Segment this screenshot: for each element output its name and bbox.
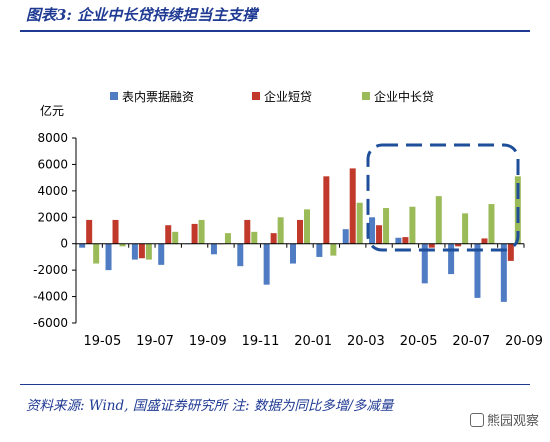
bar-3 [251,231,258,244]
bar-1 [448,243,455,275]
bar-3 [277,217,284,244]
x-tick-label: 20-05 [400,334,438,349]
bar-2 [191,223,198,244]
bar-3 [383,208,390,244]
y-tick-label: -4000 [33,290,68,304]
bar-1 [290,243,296,264]
y-tick-label: 4000 [37,184,68,198]
watermark: 熊园观察 [470,410,539,429]
legend-label: 表内票据融资 [122,90,194,104]
bar-2 [297,219,303,244]
bar-2 [455,243,462,247]
y-axis: 8000 6000 4000 2000 0 -2000 -4000 -6000 [33,131,77,330]
x-tick-label: 20-09 [505,334,543,349]
bar-3 [119,243,126,247]
bar-3 [224,233,231,244]
y-tick-label: 6000 [37,157,68,171]
bar-1 [79,243,86,248]
chart-title: 图表3: 企业中长贷持续担当主支撑 [26,6,258,24]
bar-2 [402,237,409,244]
source-note: 资料来源: Wind, 国盛证券研究所 注: 数据为同比多增/多减量 [26,398,394,414]
bar-2 [428,243,435,248]
bar-1 [421,243,428,284]
bar-1 [500,243,507,302]
bar-3 [304,209,310,244]
bar-2 [270,233,277,244]
bar-1 [105,243,112,271]
bar-2 [165,225,172,244]
wechat-logo-icon [470,413,484,427]
bar-series [79,168,521,302]
bar-2 [323,176,330,244]
bar-2 [481,238,488,244]
legend-label: 企业中长贷 [374,89,434,104]
title-divider [20,30,530,32]
bar-2 [376,225,383,244]
watermark-text: 熊园观察 [487,414,540,429]
bar-3 [330,243,337,256]
bar-1 [237,243,244,267]
y-axis-unit-label: 亿元 [40,103,64,118]
source-divider [20,384,530,385]
bar-2 [244,219,251,244]
bar-2 [138,243,145,259]
bar-1 [342,229,349,244]
legend-swatch [110,92,118,100]
x-axis: 19-05 19-07 19-09 19-11 20-01 20-03 20-05 20-07… [75,243,543,349]
highlight-box [366,143,520,252]
y-tick-label: 0 [60,237,68,251]
x-tick-label: 19-05 [83,334,121,349]
bar-2 [349,168,356,244]
bar-2 [507,243,514,261]
x-tick-label: 19-07 [136,334,174,349]
legend-swatch [252,92,260,100]
chart-legend: 表内票据融资 企业短贷 企业中长贷 [110,89,434,104]
bar-3 [462,213,469,244]
bar-3 [198,219,205,244]
x-tick-label: 20-07 [452,334,490,349]
y-tick-label: 8000 [37,131,68,145]
bar-3 [488,204,495,244]
bar-2 [112,219,119,244]
bar-1 [158,243,165,265]
x-tick-label: 20-03 [347,334,385,349]
y-tick-label: -2000 [33,263,68,277]
x-tick-label: 19-11 [242,334,280,349]
bar-3 [356,202,363,244]
y-tick-label: 2000 [37,210,68,224]
bar-3 [435,196,442,244]
y-tick-label: -6000 [33,316,68,330]
legend-swatch [362,92,370,100]
bar-1 [263,243,270,285]
legend-label: 企业短贷 [264,89,312,104]
bar-1 [210,243,217,255]
bar-3 [145,243,152,260]
bar-chart: 表内票据融资 企业短贷 企业中长贷 亿元 8000 6000 4000 2000 0 -200… [33,89,543,349]
bar-1 [316,243,323,257]
bar-1 [131,243,138,260]
bar-1 [369,217,376,244]
x-tick-label: 19-09 [189,334,227,349]
x-tick-label: 20-01 [294,334,332,349]
bar-3 [409,206,416,244]
bar-1 [474,243,481,298]
bar-1 [395,237,402,244]
bar-2 [86,219,93,244]
bar-3 [172,231,179,244]
bar-3 [93,243,100,264]
